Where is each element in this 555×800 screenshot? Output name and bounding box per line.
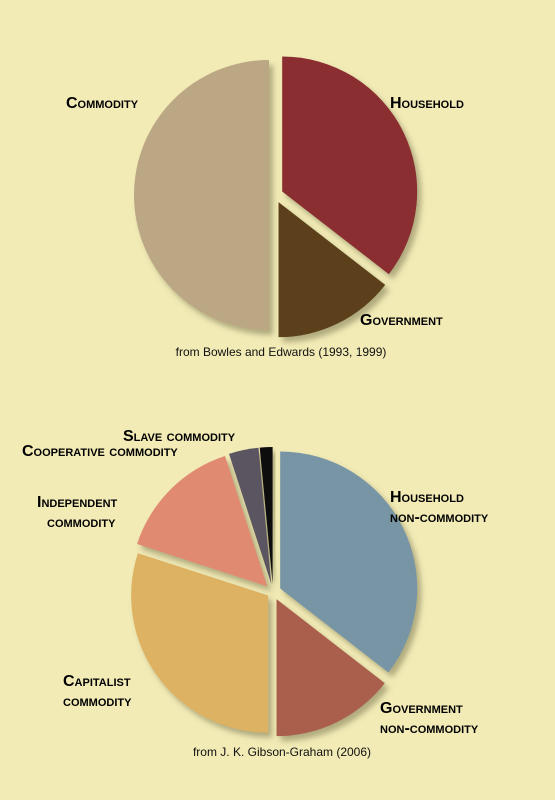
pie-slice-capitalist-commodity (131, 553, 269, 733)
pie-slice-household (282, 56, 418, 275)
slice-label-cooperative-commodity: Cooperative commodity (22, 443, 178, 460)
pie-slice-government-non-commodity (276, 599, 385, 737)
pie-slice-independent-commodity (137, 456, 268, 587)
pie-slice-government (278, 202, 386, 338)
pie-slice-commodity (134, 60, 269, 330)
slice-label-independent-commodity: Independent commodity (37, 494, 118, 531)
pie-slice-slave-commodity (259, 447, 273, 585)
slice-label-government: Government (360, 312, 443, 329)
slice-label-household-non-commodity: Household non-commodity (390, 489, 489, 526)
slice-label-government-non-commodity: Government non-commodity (380, 700, 479, 737)
pie-slice-household-non-commodity (280, 451, 418, 673)
slice-label-household: Household (390, 95, 464, 112)
pie-chart-bowles-edwards: Household Government Commodity from Bowles … (66, 56, 464, 359)
source-caption: from Bowles and Edwards (1993, 1999) (176, 345, 387, 359)
pie-slice-cooperative-commodity (229, 447, 272, 585)
pie-chart-gibson-graham: Household non-commodity Government non-comm… (22, 428, 489, 759)
slice-label-slave-commodity: Slave commodity (123, 428, 236, 445)
source-caption: from J. K. Gibson-Graham (2006) (193, 745, 371, 759)
slice-label-capitalist-commodity: Capitalist commodity (63, 673, 132, 710)
slice-label-commodity: Commodity (66, 95, 139, 112)
